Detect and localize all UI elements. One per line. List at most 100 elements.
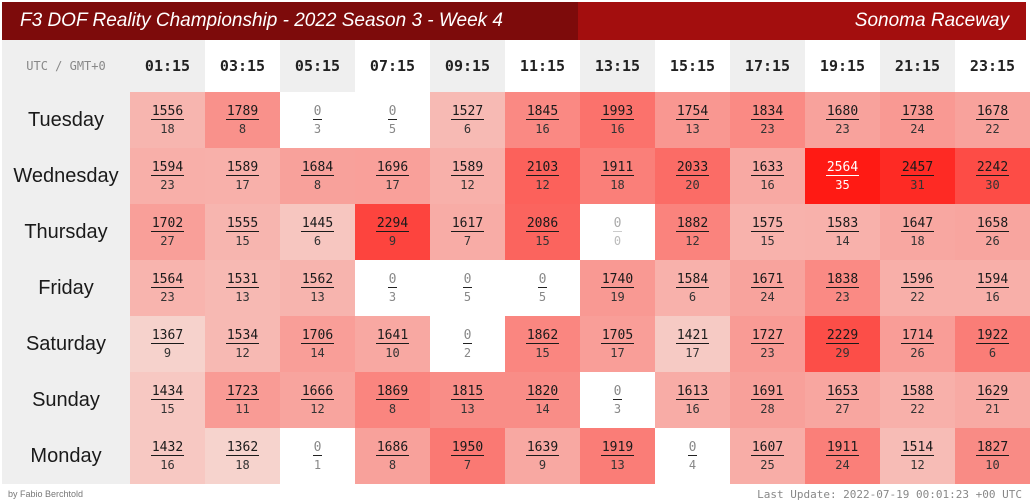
heatmap-cell: 1362 18 xyxy=(205,428,280,484)
strength-of-field-value: 1607 xyxy=(750,439,785,456)
day-row-header: Wednesday xyxy=(2,148,130,204)
strength-of-field-value: 1575 xyxy=(750,215,785,232)
heatmap-cell: 1696 17 xyxy=(355,148,430,204)
strength-of-field-value: 1653 xyxy=(825,383,860,400)
strength-of-field-value: 1882 xyxy=(675,215,710,232)
driver-count-value: 16 xyxy=(610,121,625,136)
driver-count-value: 17 xyxy=(235,177,250,192)
strength-of-field-value: 1534 xyxy=(225,327,260,344)
heatmap-cell: 1882 12 xyxy=(655,204,730,260)
heatmap-cell: 1555 15 xyxy=(205,204,280,260)
timezone-label: UTC / GMT+0 xyxy=(2,40,130,92)
strength-of-field-value: 0 xyxy=(612,383,623,400)
heatmap-cell: 2564 35 xyxy=(805,148,880,204)
driver-count-value: 5 xyxy=(538,289,547,304)
strength-of-field-value: 1555 xyxy=(225,215,260,232)
strength-of-field-value: 1705 xyxy=(600,327,635,344)
driver-count-value: 6 xyxy=(463,121,472,136)
heatmap-cell: 1702 27 xyxy=(130,204,205,260)
driver-count-value: 7 xyxy=(463,233,472,248)
author-credit: by Fabio Berchtold xyxy=(8,489,84,499)
heatmap-cell: 1862 15 xyxy=(505,316,580,372)
strength-of-field-value: 1834 xyxy=(750,103,785,120)
heatmap-cell: 1723 11 xyxy=(205,372,280,428)
championship-title: F3 DOF Reality Championship - 2022 Seaso… xyxy=(2,2,578,40)
driver-count-value: 23 xyxy=(160,177,175,192)
driver-count-value: 28 xyxy=(760,401,775,416)
driver-count-value: 3 xyxy=(313,121,322,136)
strength-of-field-value: 1589 xyxy=(225,159,260,176)
strength-of-field-value: 1754 xyxy=(675,103,710,120)
heatmap-cell: 1834 23 xyxy=(730,92,805,148)
driver-count-value: 11 xyxy=(235,401,250,416)
driver-count-value: 12 xyxy=(310,401,325,416)
driver-count-value: 15 xyxy=(535,345,550,360)
heatmap-cell: 1617 7 xyxy=(430,204,505,260)
heatmap-cell: 1531 13 xyxy=(205,260,280,316)
strength-of-field-value: 1827 xyxy=(975,439,1010,456)
strength-of-field-value: 1845 xyxy=(525,103,560,120)
driver-count-value: 16 xyxy=(985,289,1000,304)
driver-count-value: 14 xyxy=(835,233,850,248)
heatmap-cell: 2033 20 xyxy=(655,148,730,204)
strength-of-field-value: 1911 xyxy=(825,439,860,456)
day-row-header: Sunday xyxy=(2,372,130,428)
time-column-header: 21:15 xyxy=(880,40,955,92)
driver-count-value: 9 xyxy=(163,345,172,360)
strength-of-field-value: 2086 xyxy=(525,215,560,232)
schedule-frame: F3 DOF Reality Championship - 2022 Seaso… xyxy=(2,2,1030,486)
driver-count-value: 18 xyxy=(610,177,625,192)
heatmap-cell: 1838 23 xyxy=(805,260,880,316)
heatmap-cell: 2086 15 xyxy=(505,204,580,260)
strength-of-field-value: 1588 xyxy=(900,383,935,400)
heatmap-cell: 1789 8 xyxy=(205,92,280,148)
heatmap-cell: 1588 22 xyxy=(880,372,955,428)
heatmap-cell: 1653 27 xyxy=(805,372,880,428)
driver-count-value: 13 xyxy=(685,121,700,136)
driver-count-value: 31 xyxy=(910,177,925,192)
heatmap-cell: 1911 24 xyxy=(805,428,880,484)
strength-of-field-value: 1993 xyxy=(600,103,635,120)
driver-count-value: 6 xyxy=(688,289,697,304)
strength-of-field-value: 2242 xyxy=(975,159,1010,176)
driver-count-value: 16 xyxy=(535,121,550,136)
strength-of-field-value: 1815 xyxy=(450,383,485,400)
driver-count-value: 24 xyxy=(760,289,775,304)
strength-of-field-value: 1583 xyxy=(825,215,860,232)
driver-count-value: 6 xyxy=(988,345,997,360)
driver-count-value: 3 xyxy=(613,401,622,416)
strength-of-field-value: 2033 xyxy=(675,159,710,176)
driver-count-value: 16 xyxy=(160,457,175,472)
driver-count-value: 15 xyxy=(235,233,250,248)
heatmap-cell: 1754 13 xyxy=(655,92,730,148)
day-row-header: Friday xyxy=(2,260,130,316)
heatmap-cell: 1691 28 xyxy=(730,372,805,428)
strength-of-field-value: 0 xyxy=(312,103,323,120)
strength-of-field-value: 1696 xyxy=(375,159,410,176)
heatmap-cell: 1684 8 xyxy=(280,148,355,204)
heatmap-cell: 1815 13 xyxy=(430,372,505,428)
heatmap-cell: 1527 6 xyxy=(430,92,505,148)
heatmap-cell: 1950 7 xyxy=(430,428,505,484)
strength-of-field-value: 1838 xyxy=(825,271,860,288)
heatmap-cell: 1922 6 xyxy=(955,316,1030,372)
driver-count-value: 14 xyxy=(310,345,325,360)
strength-of-field-value: 1706 xyxy=(300,327,335,344)
driver-count-value: 21 xyxy=(985,401,1000,416)
strength-of-field-value: 1678 xyxy=(975,103,1010,120)
time-column-header: 17:15 xyxy=(730,40,805,92)
driver-count-value: 16 xyxy=(685,401,700,416)
time-column-header: 13:15 xyxy=(580,40,655,92)
driver-count-value: 3 xyxy=(388,289,397,304)
heatmap-cell: 2103 12 xyxy=(505,148,580,204)
strength-of-field-value: 0 xyxy=(462,327,473,344)
strength-of-field-value: 1950 xyxy=(450,439,485,456)
driver-count-value: 24 xyxy=(835,457,850,472)
driver-count-value: 1 xyxy=(313,457,322,472)
strength-of-field-value: 0 xyxy=(387,103,398,120)
driver-count-value: 6 xyxy=(313,233,322,248)
heatmap-cell: 1678 22 xyxy=(955,92,1030,148)
strength-of-field-value: 1367 xyxy=(150,327,185,344)
